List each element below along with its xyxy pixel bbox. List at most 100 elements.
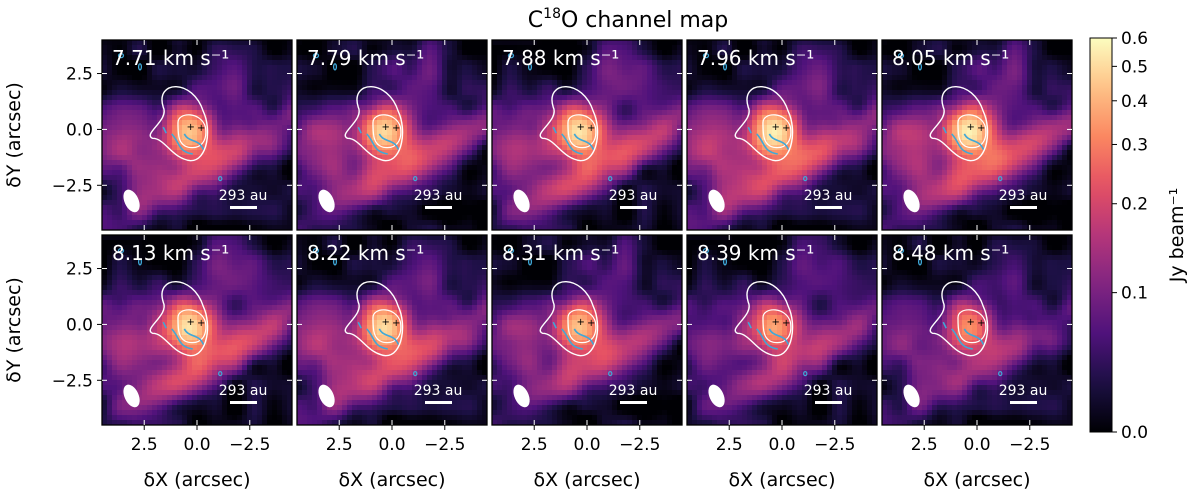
scale-bar: [815, 401, 842, 404]
title-pre: C: [528, 8, 543, 33]
velocity-label: 7.71 km s⁻¹: [112, 46, 229, 70]
panel-grid: ++293 au7.71 km s⁻¹2.50.0−2.5++293 au7.7…: [3, 40, 1072, 491]
velocity-label: 7.96 km s⁻¹: [697, 46, 814, 70]
colorbar: 0.0 0.1 0.2 0.3 0.4 0.5 0.6 Jy beam⁻¹: [1090, 29, 1188, 443]
source-marker: +: [186, 122, 194, 133]
y-tick-label: −2.5: [52, 176, 93, 196]
y-tick-label: 2.5: [66, 65, 93, 85]
channel-panel: ++293 au 7.88 km s⁻¹: [492, 40, 682, 230]
x-tick-label: 2.5: [716, 435, 743, 455]
scale-bar-label: 293 au: [804, 188, 853, 204]
colorbar-tick-label: 0.3: [1121, 135, 1148, 155]
y-axis-label: δY (arcsec): [3, 277, 25, 383]
source-marker: +: [977, 318, 985, 329]
source-marker: +: [966, 122, 974, 133]
scale-bar: [230, 206, 257, 209]
source-marker: +: [771, 317, 779, 328]
velocity-label: 8.39 km s⁻¹: [697, 241, 814, 265]
scale-bar: [1010, 206, 1037, 209]
x-axis-label: δX (arcsec): [923, 469, 1030, 491]
velocity-label: 8.48 km s⁻¹: [892, 241, 1009, 265]
x-axis-label: δX (arcsec): [143, 469, 250, 491]
y-axis-label: δY (arcsec): [3, 82, 25, 188]
title-post: O channel map: [561, 8, 728, 33]
scale-bar: [230, 401, 257, 404]
y-tick-label: 0.0: [66, 120, 93, 140]
colorbar-tick-label: 0.5: [1121, 57, 1148, 77]
scale-bar-label: 293 au: [414, 188, 463, 204]
velocity-label: 8.05 km s⁻¹: [892, 46, 1009, 70]
colorbar-tick-label: 0.0: [1121, 423, 1148, 443]
colorbar-tick-label: 0.2: [1121, 195, 1148, 215]
colorbar-tick-label: 0.4: [1121, 92, 1148, 112]
title-sup: 18: [543, 6, 561, 22]
x-axis-label: δX (arcsec): [728, 469, 835, 491]
channel-panel: ++293 au 8.39 km s⁻¹ 2.5 0.0 −2.5: [687, 235, 877, 455]
source-marker: +: [587, 123, 595, 134]
channel-panel: ++293 au 7.79 km s⁻¹: [297, 40, 487, 230]
y-tick-label: 2.5: [66, 260, 93, 280]
scale-bar: [620, 401, 647, 404]
colorbar-label: Jy beam⁻¹: [1166, 188, 1188, 283]
x-tick-label: 0.0: [378, 435, 405, 455]
channel-panel: ++293 au 8.31 km s⁻¹ 2.5 0.0 −2.5: [492, 235, 682, 455]
source-marker: +: [392, 318, 400, 329]
scale-bar: [425, 206, 452, 209]
x-axis-label: δX (arcsec): [533, 469, 640, 491]
scale-bar-label: 293 au: [219, 383, 268, 399]
colorbar-tick-label: 0.6: [1121, 29, 1148, 49]
y-tick-label: 0.0: [66, 315, 93, 335]
velocity-label: 8.22 km s⁻¹: [307, 241, 424, 265]
channel-panel: ++293 au 7.96 km s⁻¹: [687, 40, 877, 230]
scale-bar-label: 293 au: [999, 383, 1048, 399]
x-tick-label: −2.5: [424, 435, 465, 455]
x-tick-label: 2.5: [521, 435, 548, 455]
x-tick-label: 2.5: [131, 435, 158, 455]
scale-bar-label: 293 au: [414, 383, 463, 399]
scale-bar: [1010, 401, 1037, 404]
scale-bar: [425, 401, 452, 404]
velocity-label: 8.31 km s⁻¹: [502, 241, 619, 265]
channel-panel: ++293 au 7.71 km s⁻¹ 2.5 0.0 −2.5: [52, 40, 293, 230]
source-marker: +: [186, 317, 194, 328]
scale-bar: [815, 206, 842, 209]
source-marker: +: [977, 123, 985, 134]
scale-bar-label: 293 au: [219, 188, 268, 204]
source-marker: +: [381, 122, 389, 133]
colorbar-gradient: [1090, 38, 1112, 432]
scale-bar-label: 293 au: [804, 383, 853, 399]
source-marker: +: [197, 123, 205, 134]
source-marker: +: [392, 123, 400, 134]
velocity-label: 7.79 km s⁻¹: [307, 46, 424, 70]
x-tick-label: 2.5: [911, 435, 938, 455]
x-tick-label: 0.0: [768, 435, 795, 455]
source-marker: +: [782, 123, 790, 134]
velocity-label: 7.88 km s⁻¹: [502, 46, 619, 70]
chart-title: C18O channel map: [528, 6, 728, 33]
source-marker: +: [771, 122, 779, 133]
source-marker: +: [782, 318, 790, 329]
x-tick-label: −2.5: [619, 435, 660, 455]
x-tick-label: −2.5: [1009, 435, 1050, 455]
x-axis-label: δX (arcsec): [338, 469, 445, 491]
source-marker: +: [587, 318, 595, 329]
scale-bar-label: 293 au: [609, 383, 658, 399]
source-marker: +: [576, 317, 584, 328]
source-marker: +: [576, 122, 584, 133]
x-tick-label: −2.5: [229, 435, 270, 455]
x-tick-label: 2.5: [326, 435, 353, 455]
channel-panel: ++293 au 8.05 km s⁻¹: [882, 40, 1072, 230]
scale-bar-label: 293 au: [999, 188, 1048, 204]
velocity-label: 8.13 km s⁻¹: [112, 241, 229, 265]
colorbar-tick-label: 0.1: [1121, 284, 1148, 304]
x-tick-label: 0.0: [963, 435, 990, 455]
y-tick-label: −2.5: [52, 371, 93, 391]
scale-bar-label: 293 au: [609, 188, 658, 204]
x-tick-label: −2.5: [814, 435, 855, 455]
scale-bar: [620, 206, 647, 209]
x-tick-label: 0.0: [573, 435, 600, 455]
